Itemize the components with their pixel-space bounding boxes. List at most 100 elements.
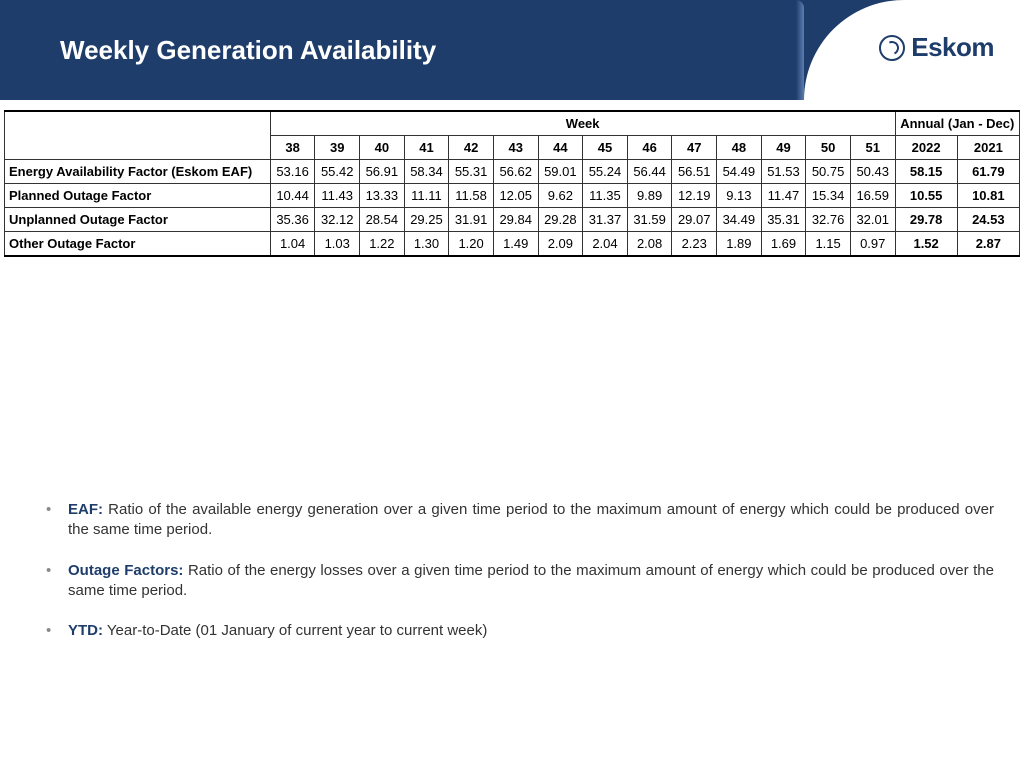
brand-name: Eskom [911, 32, 994, 63]
table-body: Energy Availability Factor (Eskom EAF) 5… [5, 160, 1020, 257]
row-label: Other Outage Factor [5, 232, 271, 257]
week-col: 50 [806, 136, 851, 160]
cell: 34.49 [717, 208, 762, 232]
cell: 56.44 [627, 160, 672, 184]
cell: 0.97 [850, 232, 895, 257]
page-title: Weekly Generation Availability [60, 35, 436, 66]
annual-cell: 2.87 [957, 232, 1019, 257]
cell: 32.76 [806, 208, 851, 232]
cell: 32.01 [850, 208, 895, 232]
cell: 12.19 [672, 184, 717, 208]
availability-table-wrap: Week Annual (Jan - Dec) 38 39 40 41 42 4… [0, 100, 1024, 257]
week-col: 48 [717, 136, 762, 160]
cell: 12.05 [493, 184, 538, 208]
week-col: 41 [404, 136, 449, 160]
cell: 11.47 [761, 184, 806, 208]
cell: 2.23 [672, 232, 717, 257]
week-col: 42 [449, 136, 494, 160]
definition-term: YTD: [68, 622, 103, 639]
week-group-header: Week [270, 111, 895, 136]
cell: 2.08 [627, 232, 672, 257]
week-col: 44 [538, 136, 583, 160]
definitions-block: • EAF: Ratio of the available energy gen… [46, 500, 994, 661]
cell: 1.15 [806, 232, 851, 257]
table-row: Planned Outage Factor 10.44 11.43 13.33 … [5, 184, 1020, 208]
cell: 29.84 [493, 208, 538, 232]
annual-cell: 1.52 [895, 232, 957, 257]
cell: 2.09 [538, 232, 583, 257]
week-col: 49 [761, 136, 806, 160]
annual-cell: 61.79 [957, 160, 1019, 184]
cell: 51.53 [761, 160, 806, 184]
annual-cell: 10.55 [895, 184, 957, 208]
cell: 1.22 [360, 232, 405, 257]
cell: 54.49 [717, 160, 762, 184]
cell: 10.44 [270, 184, 315, 208]
cell: 11.11 [404, 184, 449, 208]
cell: 50.75 [806, 160, 851, 184]
week-col: 43 [493, 136, 538, 160]
definition-term: EAF: [68, 501, 103, 518]
cell: 35.31 [761, 208, 806, 232]
week-col: 47 [672, 136, 717, 160]
cell: 1.20 [449, 232, 494, 257]
bullet-icon: • [46, 500, 68, 541]
cell: 1.04 [270, 232, 315, 257]
bullet-icon: • [46, 561, 68, 602]
week-col: 39 [315, 136, 360, 160]
week-col: 40 [360, 136, 405, 160]
cell: 35.36 [270, 208, 315, 232]
definition-item: • Outage Factors: Ratio of the energy lo… [46, 561, 994, 602]
annual-cell: 10.81 [957, 184, 1019, 208]
cell: 50.43 [850, 160, 895, 184]
cell: 55.42 [315, 160, 360, 184]
definition-text: Ratio of the energy losses over a given … [68, 562, 994, 599]
cell: 16.59 [850, 184, 895, 208]
definition-term: Outage Factors: [68, 562, 183, 579]
cell: 1.03 [315, 232, 360, 257]
row-label: Planned Outage Factor [5, 184, 271, 208]
cell: 58.34 [404, 160, 449, 184]
definition-item: • YTD: Year-to-Date (01 January of curre… [46, 621, 994, 641]
cell: 55.31 [449, 160, 494, 184]
cell: 1.30 [404, 232, 449, 257]
cell: 56.51 [672, 160, 717, 184]
annual-cell: 58.15 [895, 160, 957, 184]
cell: 31.59 [627, 208, 672, 232]
brand-logo: Eskom [879, 32, 994, 63]
cell: 31.37 [583, 208, 628, 232]
eskom-swirl-icon [879, 35, 905, 61]
annual-group-header: Annual (Jan - Dec) [895, 111, 1019, 136]
blank-header [5, 111, 271, 160]
cell: 29.25 [404, 208, 449, 232]
cell: 15.34 [806, 184, 851, 208]
cell: 29.07 [672, 208, 717, 232]
cell: 2.04 [583, 232, 628, 257]
cell: 9.62 [538, 184, 583, 208]
cell: 11.43 [315, 184, 360, 208]
table-head: Week Annual (Jan - Dec) 38 39 40 41 42 4… [5, 111, 1020, 160]
cell: 55.24 [583, 160, 628, 184]
table-row: Unplanned Outage Factor 35.36 32.12 28.5… [5, 208, 1020, 232]
cell: 1.69 [761, 232, 806, 257]
cell: 1.89 [717, 232, 762, 257]
bullet-icon: • [46, 621, 68, 641]
header-bar: Weekly Generation Availability Eskom [0, 0, 1024, 100]
cell: 11.35 [583, 184, 628, 208]
cell: 13.33 [360, 184, 405, 208]
definition-item: • EAF: Ratio of the available energy gen… [46, 500, 994, 541]
cell: 56.91 [360, 160, 405, 184]
cell: 56.62 [493, 160, 538, 184]
definition-text: Ratio of the available energy generation… [68, 501, 994, 538]
availability-table: Week Annual (Jan - Dec) 38 39 40 41 42 4… [4, 110, 1020, 257]
row-label: Unplanned Outage Factor [5, 208, 271, 232]
cell: 28.54 [360, 208, 405, 232]
week-col: 51 [850, 136, 895, 160]
row-label: Energy Availability Factor (Eskom EAF) [5, 160, 271, 184]
table-row: Energy Availability Factor (Eskom EAF) 5… [5, 160, 1020, 184]
cell: 9.13 [717, 184, 762, 208]
definition-text: Year-to-Date (01 January of current year… [103, 622, 487, 639]
cell: 32.12 [315, 208, 360, 232]
cell: 29.28 [538, 208, 583, 232]
cell: 53.16 [270, 160, 315, 184]
